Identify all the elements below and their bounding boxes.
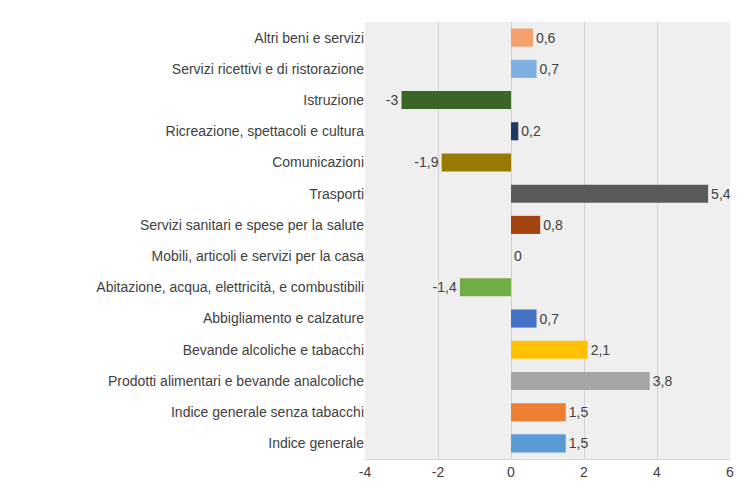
svg-text:2,1: 2,1 [591,342,611,358]
svg-text:Comunicazioni: Comunicazioni [272,154,364,170]
svg-text:0: 0 [507,464,515,480]
svg-text:Indice generale: Indice generale [268,435,364,451]
svg-text:-1,9: -1,9 [414,154,438,170]
svg-text:0,6: 0,6 [536,30,556,46]
svg-text:1,5: 1,5 [569,435,589,451]
svg-text:Altri beni e servizi: Altri beni e servizi [254,30,364,46]
svg-text:Indice generale senza tabacchi: Indice generale senza tabacchi [171,404,364,420]
svg-text:-3: -3 [386,92,399,108]
svg-text:-4: -4 [359,464,372,480]
svg-text:5,4: 5,4 [711,186,731,202]
svg-text:6: 6 [726,464,734,480]
svg-text:-2: -2 [432,464,445,480]
svg-text:Abbigliamento e calzature: Abbigliamento e calzature [203,310,364,326]
svg-text:0: 0 [514,248,522,264]
svg-text:4: 4 [653,464,661,480]
svg-text:1,5: 1,5 [569,404,589,420]
svg-text:Servizi sanitari e spese per l: Servizi sanitari e spese per la salute [140,217,364,233]
svg-text:Mobili, articoli e servizi per: Mobili, articoli e servizi per la casa [152,248,365,264]
svg-text:Istruzione: Istruzione [303,92,364,108]
svg-text:0,7: 0,7 [540,61,560,77]
svg-text:0,7: 0,7 [540,311,560,327]
svg-text:Abitazione, acqua, elettricità: Abitazione, acqua, elettricità, e combus… [96,279,364,295]
svg-text:Servizi ricettivi e di ristora: Servizi ricettivi e di ristorazione [172,61,364,77]
svg-text:Bevande alcoliche e tabacchi: Bevande alcoliche e tabacchi [183,342,364,358]
svg-text:0,8: 0,8 [543,217,563,233]
svg-text:2: 2 [580,464,588,480]
svg-text:Prodotti alimentari e bevande: Prodotti alimentari e bevande analcolich… [108,373,364,389]
svg-text:-1,4: -1,4 [433,279,457,295]
svg-text:3,8: 3,8 [653,373,673,389]
svg-text:0,2: 0,2 [521,123,541,139]
svg-text:Ricreazione, spettacoli e cult: Ricreazione, spettacoli e cultura [166,123,365,139]
svg-text:Trasporti: Trasporti [309,186,364,202]
